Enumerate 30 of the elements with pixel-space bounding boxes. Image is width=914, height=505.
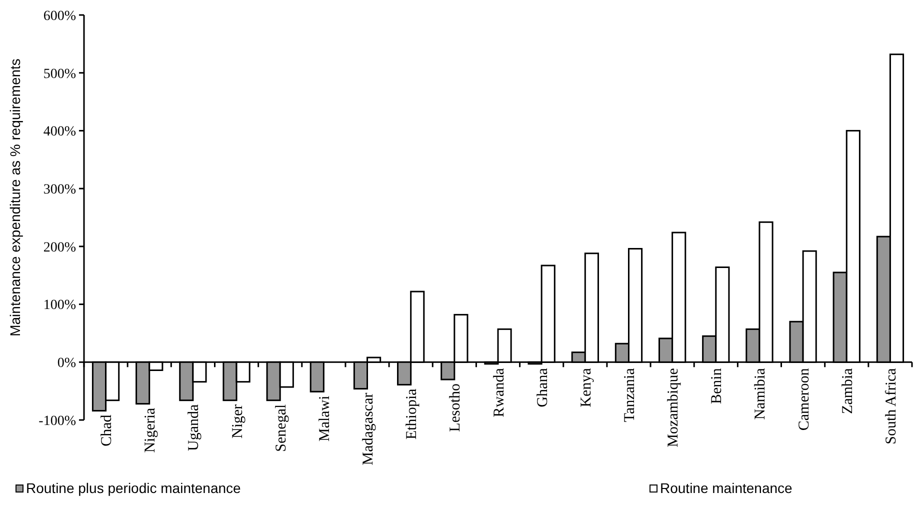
x-tick-label: Cameroon — [796, 368, 812, 431]
x-tick-label: Ethiopia — [404, 388, 420, 440]
x-tick-label: Madagascar — [360, 392, 377, 466]
y-tick-label: 0% — [57, 356, 76, 372]
x-tick-label: Mozambique — [666, 368, 682, 448]
y-axis-title: Maintenance expenditure as % requirements — [7, 58, 23, 336]
x-tick-label: Benin — [709, 368, 726, 404]
y-tick-label: 500% — [43, 66, 76, 82]
x-tick-label: Tanzania — [622, 368, 638, 422]
x-tick-label: Malawi — [316, 396, 333, 442]
y-tick-label: 100% — [43, 298, 76, 314]
x-tick-label: Zambia — [840, 368, 856, 414]
y-tick-label: -100% — [38, 414, 76, 429]
y-tick-label: 600% — [43, 8, 76, 24]
x-tick-label: Ghana — [534, 368, 551, 408]
x-tick-label: Namibia — [752, 368, 769, 420]
legend-label: Routine maintenance — [660, 480, 793, 496]
y-tick-label: 200% — [43, 240, 76, 256]
x-tick-label: Kenya — [578, 368, 594, 408]
x-tick-label: Lesotho — [448, 384, 464, 432]
legend-label: Routine plus periodic maintenance — [26, 480, 242, 496]
x-tick-label: Chad — [99, 414, 116, 446]
x-tick-label: Rwanda — [491, 368, 508, 418]
x-tick-label: Nigeria — [142, 407, 159, 453]
y-tick-label: 300% — [43, 182, 76, 198]
x-tick-label: Senegal — [273, 404, 290, 452]
x-tick-label: South Africa — [883, 368, 900, 444]
x-tick-label: Niger — [230, 404, 246, 438]
x-tick-label: Uganda — [186, 404, 202, 451]
y-tick-label: 400% — [43, 124, 76, 140]
